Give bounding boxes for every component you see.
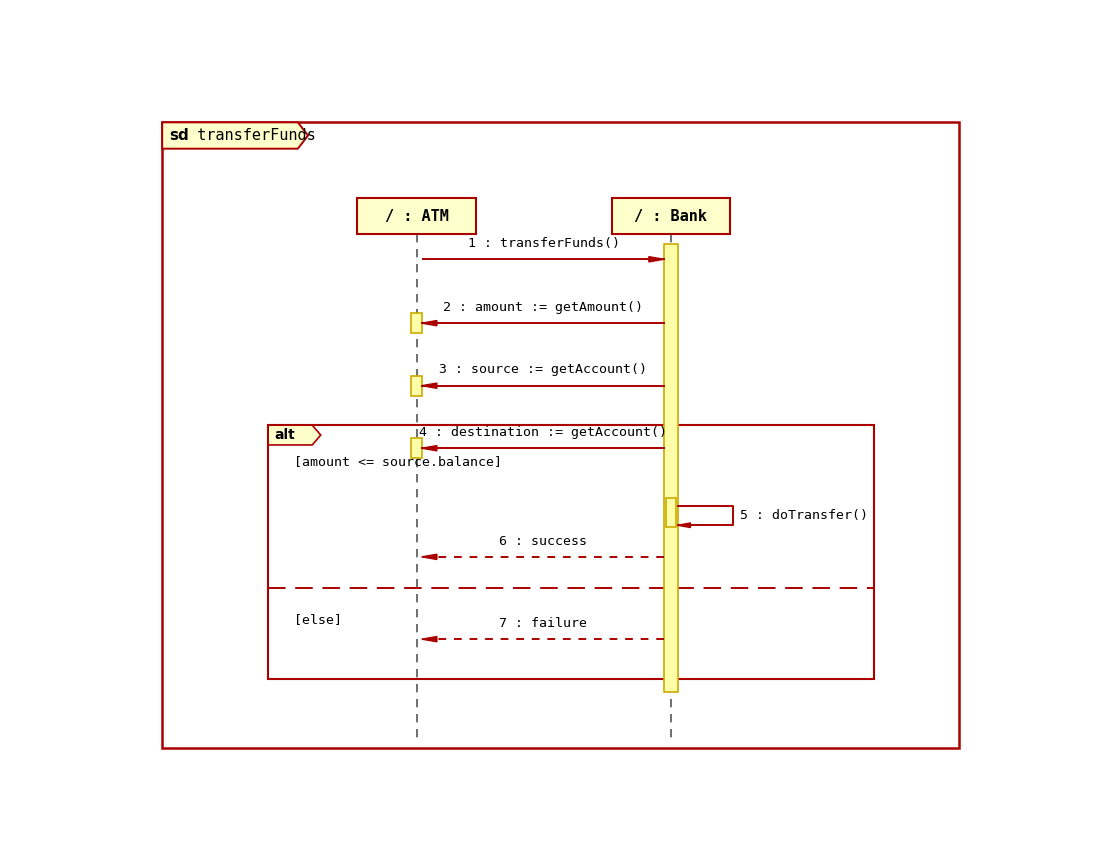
Polygon shape <box>162 122 309 149</box>
Polygon shape <box>421 554 437 559</box>
Bar <box>268 425 874 679</box>
Text: 1 : transferFunds(): 1 : transferFunds() <box>468 237 619 250</box>
Bar <box>411 439 421 458</box>
Text: / : Bank: / : Bank <box>635 209 708 224</box>
Polygon shape <box>421 636 437 642</box>
Bar <box>664 245 677 692</box>
Text: [amount <= source.balance]: [amount <= source.balance] <box>293 455 502 468</box>
Text: [else]: [else] <box>293 613 341 626</box>
Polygon shape <box>268 425 321 445</box>
Text: sd: sd <box>168 128 189 143</box>
Bar <box>666 498 676 528</box>
Bar <box>612 198 731 234</box>
Bar <box>411 376 421 396</box>
Text: 7 : failure: 7 : failure <box>499 617 586 630</box>
Bar <box>411 313 421 333</box>
Text: 4 : destination := getAccount(): 4 : destination := getAccount() <box>419 426 667 439</box>
Polygon shape <box>421 445 437 451</box>
Text: 6 : success: 6 : success <box>499 534 586 548</box>
Polygon shape <box>649 256 664 262</box>
Text: 5 : doTransfer(): 5 : doTransfer() <box>740 509 868 522</box>
Text: alt: alt <box>275 428 295 442</box>
Bar <box>357 198 476 234</box>
Polygon shape <box>677 523 690 528</box>
Polygon shape <box>421 383 437 388</box>
Text: / : ATM: / : ATM <box>385 209 449 224</box>
Text: 2 : amount := getAmount(): 2 : amount := getAmount() <box>443 301 643 314</box>
Text: transferFunds: transferFunds <box>188 128 315 143</box>
Polygon shape <box>421 321 437 326</box>
Text: 3 : source := getAccount(): 3 : source := getAccount() <box>439 363 647 376</box>
